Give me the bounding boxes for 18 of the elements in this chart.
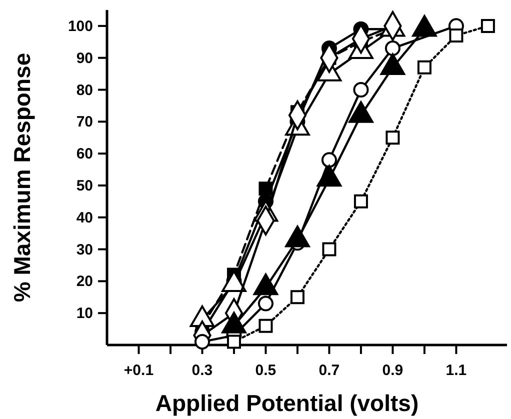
y-tick-label: 90 [76, 50, 93, 67]
x-tick-label: 0.3 [192, 362, 213, 379]
x-tick-label: +0.1 [124, 362, 154, 379]
y-tick-label: 80 [76, 82, 93, 99]
y-axis-title: % Maximum Response [9, 52, 35, 302]
x-tick-label: 0.5 [255, 362, 276, 379]
x-tick-label: 0.9 [382, 362, 404, 379]
y-tick-label: 10 [76, 305, 93, 322]
x-tick-label: 0.7 [318, 362, 340, 379]
y-tick-label: 60 [76, 146, 93, 163]
y-tick-label: 70 [76, 114, 93, 131]
y-tick-label: 20 [76, 273, 93, 290]
x-axis-title: Applied Potential (volts) [155, 390, 419, 416]
y-tick-label: 50 [76, 177, 93, 194]
y-tick-label: 30 [76, 241, 93, 258]
y-tick-label: 40 [76, 209, 93, 226]
x-tick-label: 1.1 [446, 362, 467, 379]
y-tick-label: 100 [68, 18, 93, 35]
